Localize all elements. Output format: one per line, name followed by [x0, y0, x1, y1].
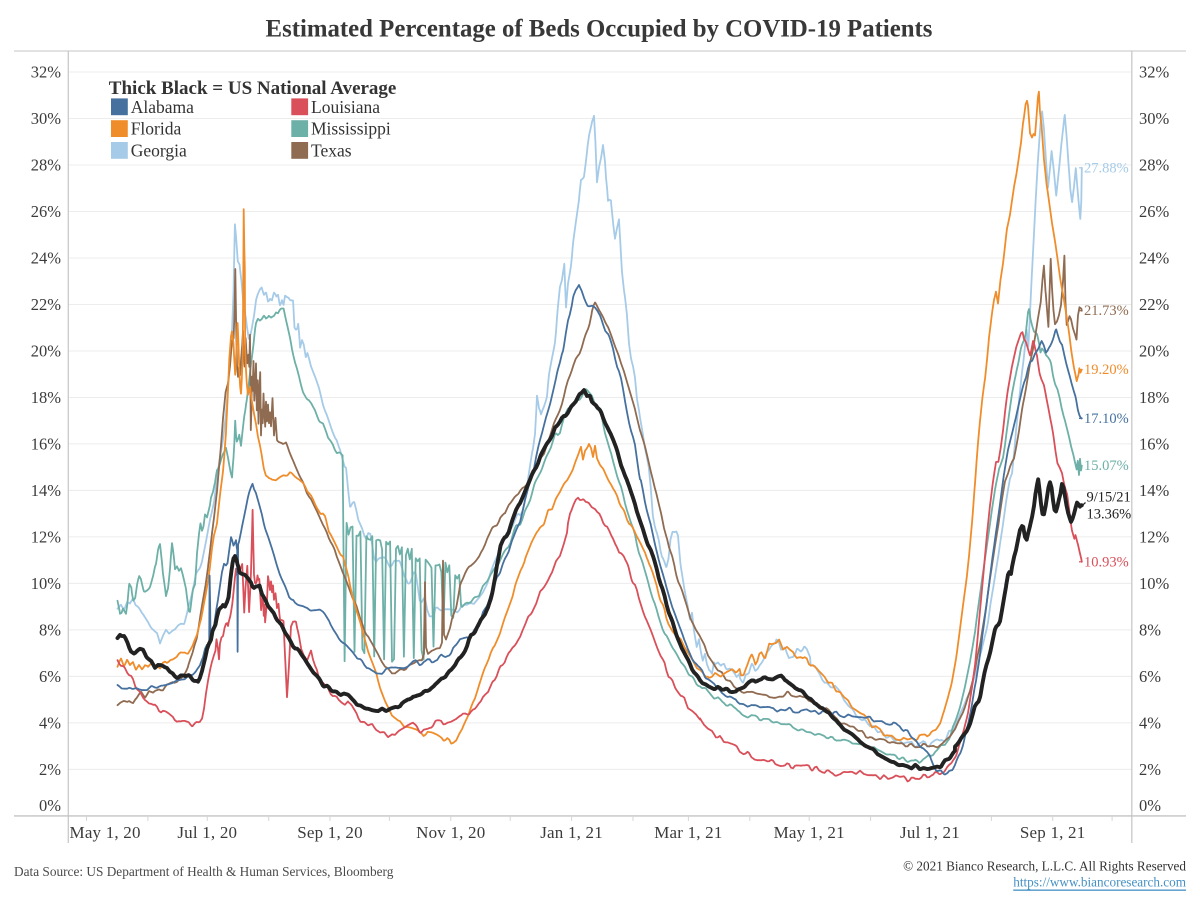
- svg-text:8%: 8%: [39, 620, 61, 639]
- svg-text:9/15/21: 9/15/21: [1087, 490, 1131, 506]
- svg-text:26%: 26%: [31, 202, 62, 221]
- svg-text:20%: 20%: [31, 342, 62, 361]
- svg-text:Jul 1, 21: Jul 1, 21: [900, 823, 960, 842]
- svg-text:30%: 30%: [31, 109, 62, 128]
- svg-text:Thick Black = US National Aver: Thick Black = US National Average: [109, 78, 397, 99]
- svg-text:Georgia: Georgia: [131, 140, 187, 160]
- svg-text:24%: 24%: [31, 249, 62, 268]
- svg-text:17.10%: 17.10%: [1084, 411, 1129, 427]
- svg-text:Mississippi: Mississippi: [311, 119, 391, 139]
- svg-text:21.73%: 21.73%: [1084, 303, 1129, 319]
- svg-text:18%: 18%: [31, 388, 62, 407]
- svg-text:22%: 22%: [1139, 295, 1170, 314]
- svg-text:Estimated Percentage of Beds O: Estimated Percentage of Beds Occupied by…: [266, 16, 933, 43]
- svg-text:0%: 0%: [1139, 796, 1161, 815]
- svg-text:Jan 1, 21: Jan 1, 21: [540, 823, 603, 842]
- svg-text:Florida: Florida: [131, 119, 182, 139]
- svg-text:Data Source: US Department of: Data Source: US Department of Health & H…: [14, 864, 394, 879]
- svg-text:20%: 20%: [1139, 342, 1170, 361]
- svg-text:2%: 2%: [1139, 760, 1161, 779]
- svg-text:Alabama: Alabama: [131, 97, 194, 117]
- svg-text:14%: 14%: [31, 481, 62, 500]
- svg-text:10%: 10%: [1139, 574, 1170, 593]
- svg-text:10%: 10%: [31, 574, 62, 593]
- svg-text:13.36%: 13.36%: [1087, 507, 1132, 523]
- svg-text:Sep 1, 21: Sep 1, 21: [1020, 823, 1086, 842]
- svg-text:Sep 1, 20: Sep 1, 20: [297, 823, 363, 842]
- svg-text:4%: 4%: [1139, 713, 1161, 732]
- svg-text:https://www.biancoresearch.com: https://www.biancoresearch.com: [1013, 875, 1186, 890]
- svg-text:Louisiana: Louisiana: [311, 97, 380, 117]
- svg-text:6%: 6%: [39, 667, 61, 686]
- svg-text:4%: 4%: [39, 713, 61, 732]
- svg-text:© 2021 Bianco Research, L.L.C.: © 2021 Bianco Research, L.L.C. All Right…: [903, 859, 1186, 874]
- svg-text:10.93%: 10.93%: [1084, 554, 1129, 570]
- svg-text:28%: 28%: [31, 156, 62, 175]
- svg-text:16%: 16%: [31, 434, 62, 453]
- svg-text:32%: 32%: [1139, 63, 1170, 82]
- svg-text:15.07%: 15.07%: [1084, 458, 1129, 474]
- svg-text:Texas: Texas: [311, 140, 352, 160]
- svg-text:28%: 28%: [1139, 156, 1170, 175]
- svg-text:12%: 12%: [31, 527, 62, 546]
- svg-text:Jul 1, 20: Jul 1, 20: [177, 823, 237, 842]
- svg-text:6%: 6%: [1139, 667, 1161, 686]
- svg-text:Nov 1, 20: Nov 1, 20: [416, 823, 485, 842]
- svg-text:22%: 22%: [31, 295, 62, 314]
- svg-text:24%: 24%: [1139, 249, 1170, 268]
- svg-text:Mar 1, 21: Mar 1, 21: [654, 823, 722, 842]
- svg-text:27.88%: 27.88%: [1084, 160, 1129, 176]
- svg-text:19.20%: 19.20%: [1084, 362, 1129, 378]
- svg-text:18%: 18%: [1139, 388, 1170, 407]
- svg-text:26%: 26%: [1139, 202, 1170, 221]
- svg-text:30%: 30%: [1139, 109, 1170, 128]
- svg-text:0%: 0%: [39, 796, 61, 815]
- svg-text:14%: 14%: [1139, 481, 1170, 500]
- svg-text:16%: 16%: [1139, 434, 1170, 453]
- svg-text:May 1, 20: May 1, 20: [70, 823, 141, 842]
- svg-text:2%: 2%: [39, 760, 61, 779]
- svg-text:May 1, 21: May 1, 21: [774, 823, 845, 842]
- svg-text:8%: 8%: [1139, 620, 1161, 639]
- svg-text:32%: 32%: [31, 63, 62, 82]
- svg-text:12%: 12%: [1139, 527, 1170, 546]
